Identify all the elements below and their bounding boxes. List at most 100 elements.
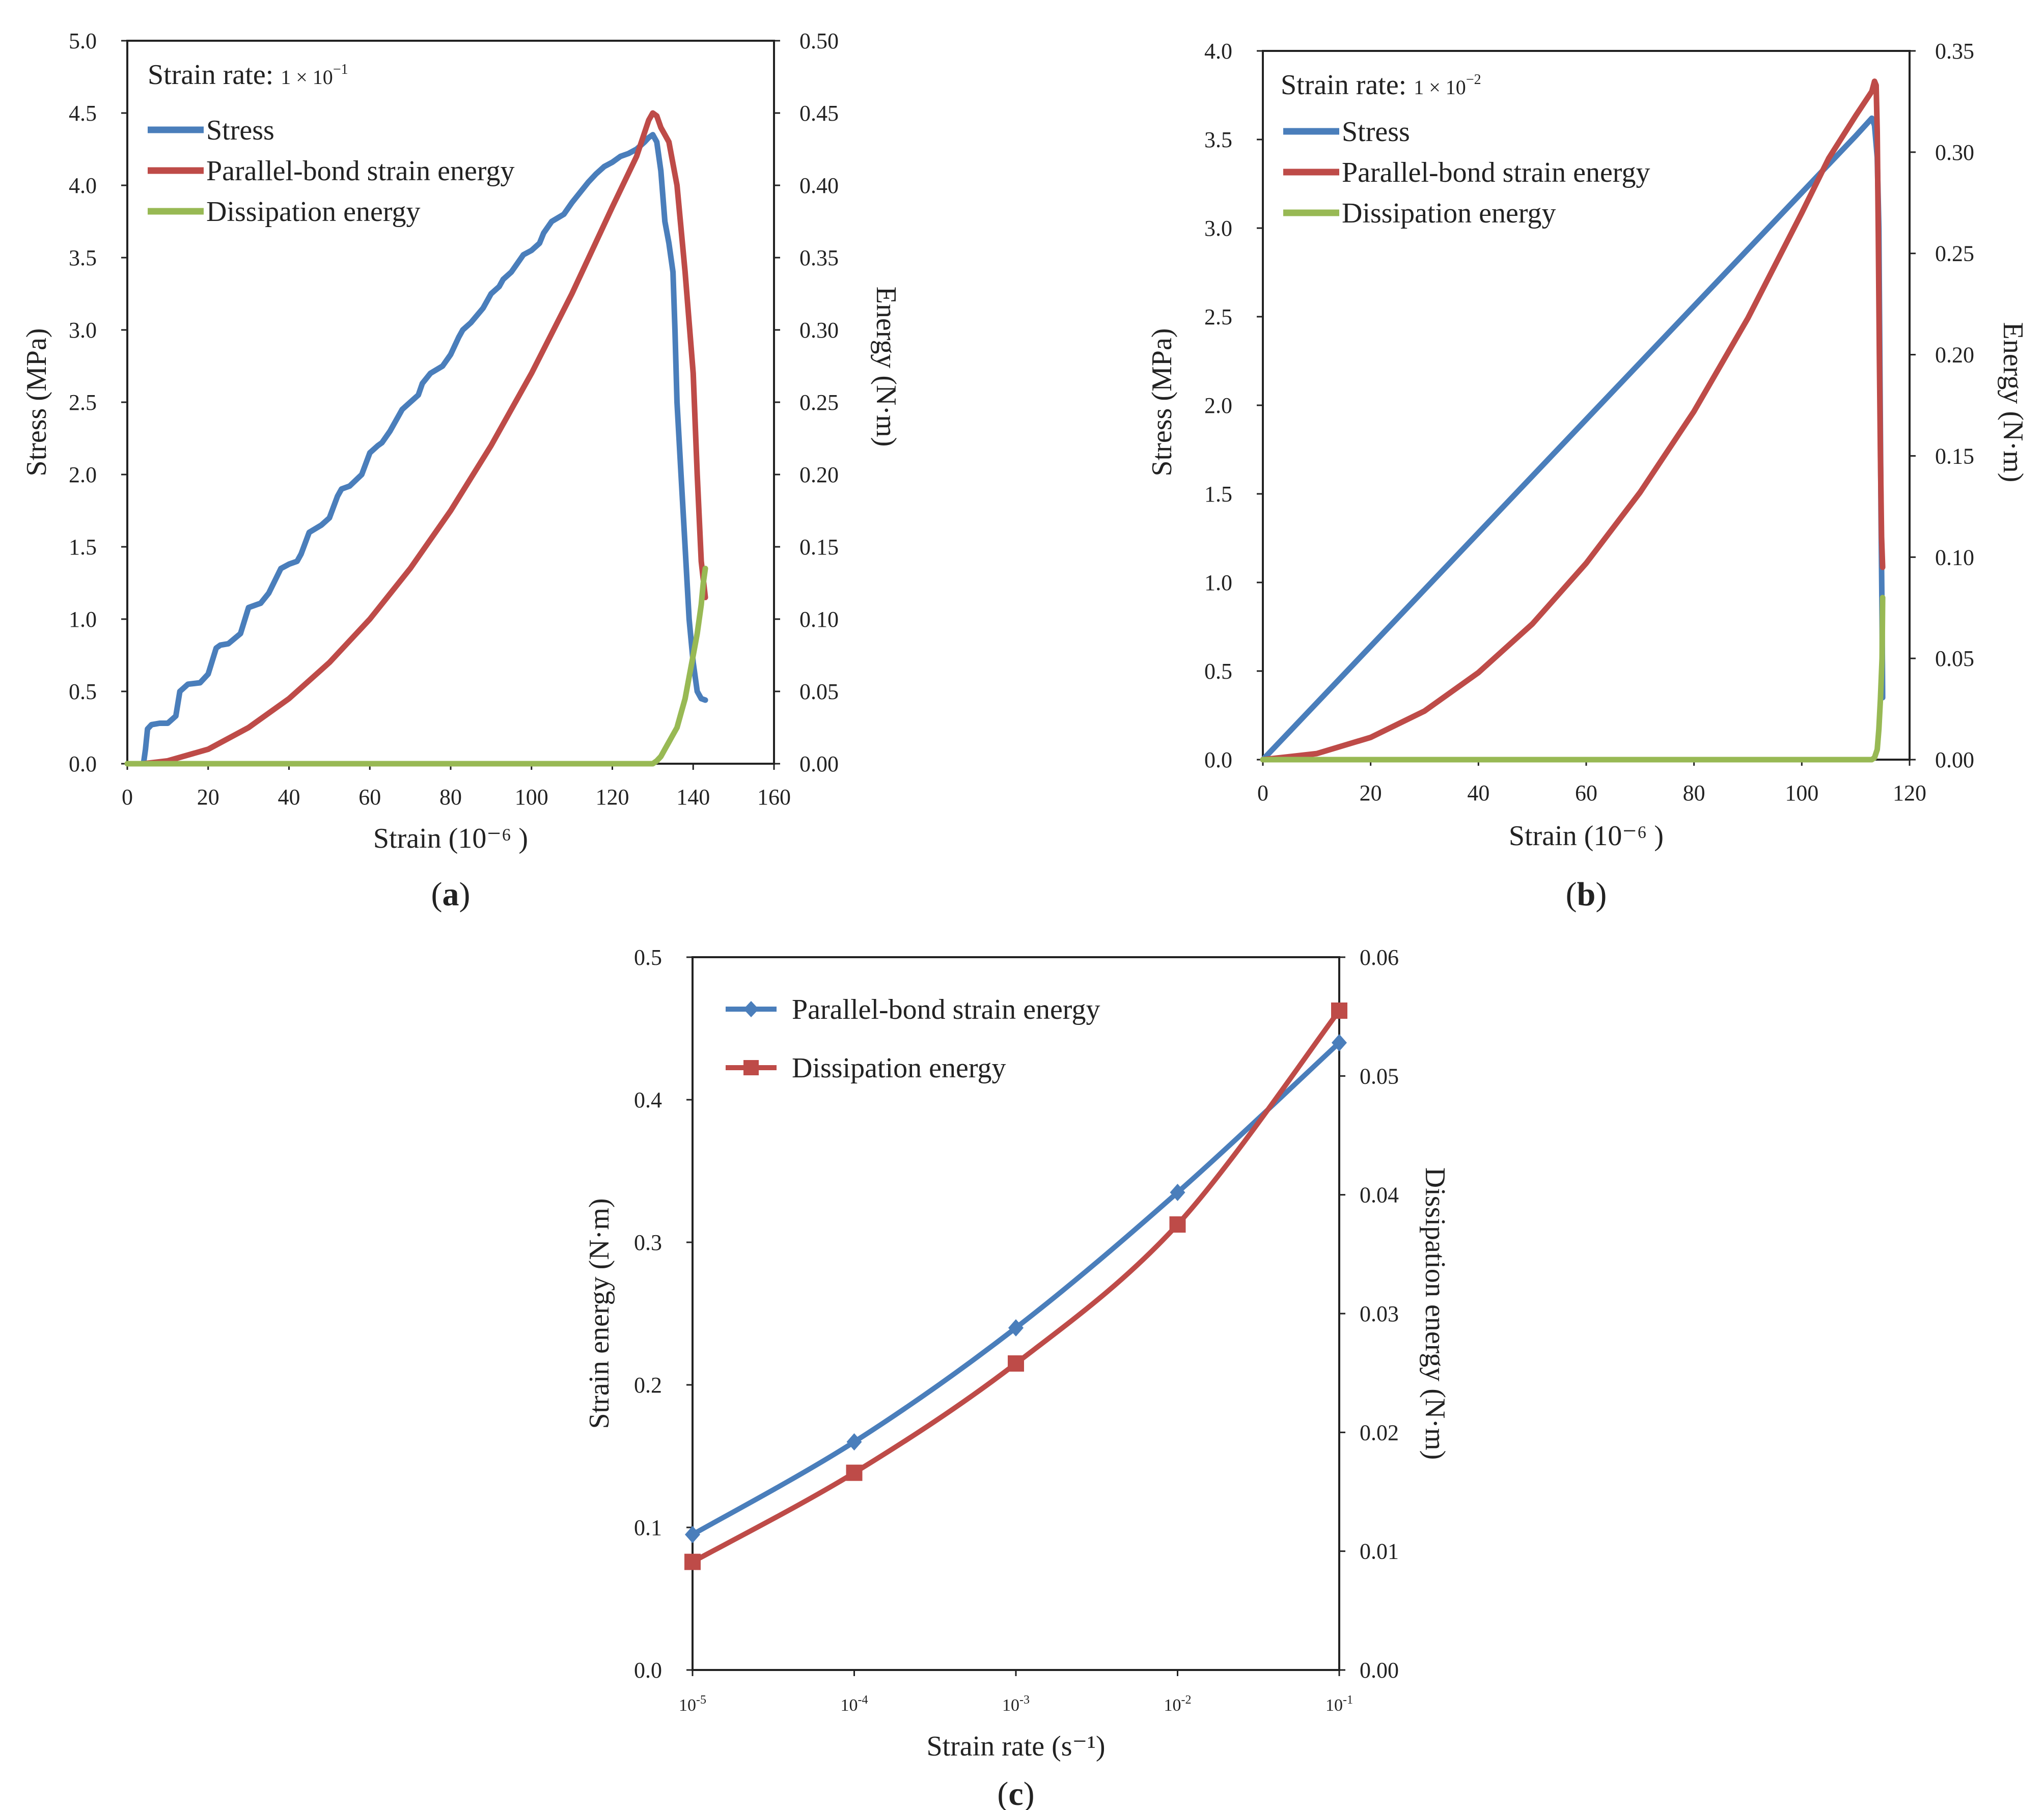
- legend-label-stress-a: Stress: [206, 115, 274, 146]
- annotation-b: Strain rate: 1 × 10−2: [1281, 69, 1481, 101]
- y2-tick-label: 0.25: [1935, 241, 1974, 266]
- x-tick-label: 10-4: [841, 1693, 868, 1715]
- legend-label-dissipation-a: Dissipation energy: [206, 196, 420, 228]
- x-tick-label: 40: [278, 785, 300, 810]
- y2-tick-label: 0.05: [1935, 646, 1974, 671]
- series-group-a: [124, 110, 708, 767]
- y2-axis-title-c: Dissipation energy (N·m): [1419, 1167, 1451, 1460]
- legend-a: Stress Parallel-bond strain energy Dissi…: [148, 115, 514, 228]
- panel-label-a: (a): [431, 876, 471, 913]
- x-tick-label: 80: [1683, 781, 1705, 805]
- x-tick-label: 0: [1257, 781, 1268, 805]
- x-tick-label: 10-5: [679, 1693, 706, 1715]
- series-line-dissipation-energy: [1260, 595, 1886, 763]
- y2-tick-label: 0.20: [799, 462, 839, 487]
- data-point-square: [684, 1553, 701, 1570]
- y-tick-label: 3.0: [69, 318, 97, 343]
- legend-c: Parallel-bond strain energy Dissipation …: [726, 994, 1100, 1084]
- x-axis-title-c: Strain rate (s⁻¹): [926, 1731, 1105, 1762]
- y2-tick-label: 0.03: [1360, 1301, 1399, 1326]
- y-axis-title-b: Stress (MPa): [1146, 328, 1178, 477]
- y2-tick-label: 0.01: [1360, 1539, 1399, 1564]
- panel-a: 0 20 40 60 80 100 120 140 160 0.0 0.5 1.0 1.5 2.0 2.5 3…: [21, 29, 902, 913]
- y-tick-label: 4.0: [69, 173, 97, 198]
- y2-tick-label: 0.02: [1360, 1420, 1399, 1445]
- data-point-diamond: [1332, 1034, 1347, 1051]
- y2-tick-label: 0.10: [1935, 545, 1974, 570]
- panel-label-b: (b): [1566, 876, 1607, 913]
- data-point-square: [846, 1464, 863, 1481]
- y-tick-label: 0.4: [634, 1088, 662, 1112]
- panel-label-c: (c): [997, 1775, 1034, 1810]
- y-tick-label: 2.5: [1204, 304, 1232, 329]
- x-axis-title-b: Strain (10⁻⁶ ): [1509, 820, 1664, 852]
- y-tick-label: 1.0: [69, 607, 97, 632]
- y2-axis-title-a: Energy (N·m): [870, 287, 902, 447]
- series-line-dissipation-energy: [124, 566, 708, 767]
- y2-tick-label: 0.05: [799, 679, 839, 704]
- axis-ticks-b: 0 20 40 60 80 100 120 0.0 0.5 1.0 1.5 2.0 2.5 3.0 3.5 4…: [1204, 39, 1974, 805]
- series-line-stress: [141, 132, 708, 767]
- data-point-diamond: [1008, 1319, 1024, 1336]
- y2-tick-label: 0.06: [1360, 945, 1399, 970]
- y2-tick-label: 0.20: [1935, 343, 1974, 368]
- axis-ticks-c: 10-5 10-4 10-3 10-2 10-1 0.0 0.1 0.2 0.3 0.4 0.5 0.…: [634, 945, 1399, 1715]
- y-tick-label: 0.0: [634, 1658, 662, 1683]
- y-tick-label: 3.0: [1204, 216, 1232, 241]
- y-tick-label: 4.0: [1204, 39, 1232, 64]
- y2-tick-label: 0.50: [799, 29, 839, 53]
- y-tick-label: 1.5: [1204, 482, 1232, 507]
- x-tick-label: 100: [515, 785, 548, 810]
- series-line-parallel-bond-strain-energy: [141, 110, 708, 767]
- y-axis-title-c: Strain energy (N·m): [584, 1198, 615, 1429]
- x-tick-label: 20: [197, 785, 219, 810]
- y-axis-title-a: Stress (MPa): [21, 328, 52, 477]
- y2-tick-label: 0.30: [1935, 140, 1974, 165]
- y2-tick-label: 0.10: [799, 607, 839, 632]
- y2-tick-label: 0.35: [1935, 39, 1974, 64]
- y2-tick-label: 0.05: [1360, 1064, 1399, 1089]
- y-tick-label: 0.0: [1204, 747, 1232, 772]
- x-tick-label: 0: [122, 785, 133, 810]
- x-axis-title-a: Strain (10⁻⁶ ): [373, 823, 528, 854]
- y-tick-label: 0.1: [634, 1515, 662, 1540]
- series-group-b: [1260, 78, 1886, 763]
- y2-axis-title-b: Energy (N·m): [1997, 322, 2029, 483]
- x-tick-label: 120: [1893, 781, 1926, 805]
- data-point-diamond: [1170, 1184, 1185, 1201]
- y-tick-label: 0.5: [69, 679, 97, 704]
- y-tick-label: 1.0: [1204, 570, 1232, 595]
- x-tick-label: 10-3: [1002, 1693, 1030, 1715]
- y-tick-label: 2.5: [69, 390, 97, 415]
- legend-marker-diamond-c: [743, 1001, 759, 1017]
- panel-c: 10-5 10-4 10-3 10-2 10-1 0.0 0.1 0.2 0.3 0.4 0.5 0.…: [584, 945, 1451, 1810]
- x-tick-label: 140: [676, 785, 710, 810]
- x-tick-label: 100: [1785, 781, 1818, 805]
- y2-tick-label: 0.00: [1935, 747, 1974, 772]
- y-tick-label: 3.5: [1204, 127, 1232, 152]
- legend-marker-square-c: [743, 1060, 759, 1075]
- y2-tick-label: 0.30: [799, 318, 839, 343]
- legend-label-strain-energy-c: Parallel-bond strain energy: [792, 994, 1100, 1025]
- legend-b: Stress Parallel-bond strain energy Dissi…: [1283, 116, 1650, 229]
- y-tick-label: 2.0: [69, 462, 97, 487]
- y-tick-label: 0.5: [634, 945, 662, 970]
- y-tick-label: 0.3: [634, 1230, 662, 1255]
- y2-tick-label: 0.35: [799, 245, 839, 270]
- y-tick-label: 0.5: [1204, 659, 1232, 684]
- y2-tick-label: 0.04: [1360, 1183, 1399, 1208]
- y-tick-label: 0.2: [634, 1373, 662, 1398]
- y-tick-label: 1.5: [69, 535, 97, 560]
- data-point-square: [1169, 1216, 1186, 1233]
- legend-label-strain-energy-b: Parallel-bond strain energy: [1342, 157, 1650, 188]
- y2-tick-label: 0.45: [799, 101, 839, 126]
- x-tick-label: 60: [1575, 781, 1597, 805]
- x-tick-label: 10-1: [1325, 1693, 1353, 1715]
- data-point-diamond: [846, 1433, 862, 1451]
- panel-b: 0 20 40 60 80 100 120 0.0 0.5 1.0 1.5 2.0 2.5 3.0 3.5 4…: [1146, 39, 2029, 913]
- y-tick-label: 0.0: [69, 751, 97, 776]
- legend-label-stress-b: Stress: [1342, 116, 1410, 148]
- annotation-a: Strain rate: 1 × 10−1: [148, 59, 348, 91]
- data-point-diamond: [685, 1526, 700, 1543]
- x-tick-label: 40: [1467, 781, 1489, 805]
